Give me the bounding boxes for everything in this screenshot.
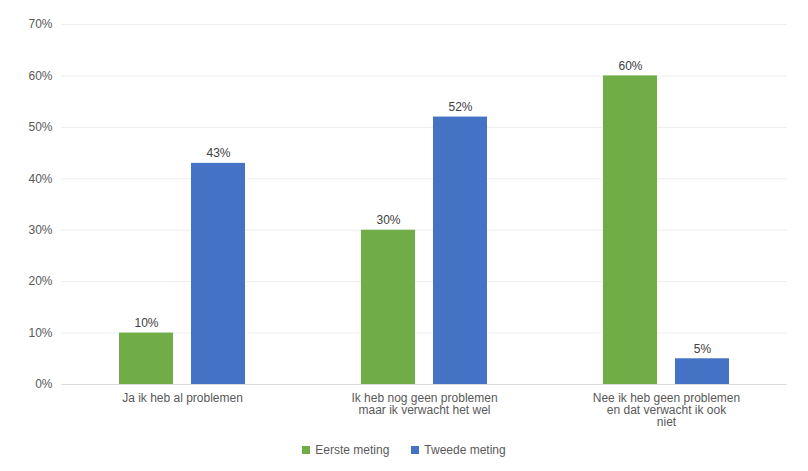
svg-text:30%: 30% bbox=[376, 213, 400, 227]
svg-text:40%: 40% bbox=[28, 172, 52, 186]
svg-text:5%: 5% bbox=[694, 342, 712, 356]
html-text:Eerste meting: Eerste meting bbox=[315, 443, 390, 457]
svg-text:60%: 60% bbox=[28, 69, 52, 83]
svg-text:30%: 30% bbox=[28, 223, 52, 237]
svg-text:10%: 10% bbox=[134, 316, 158, 330]
svg-text:0%: 0% bbox=[35, 377, 53, 391]
svg-text:Ik heb nog geen problemenmaar: Ik heb nog geen problemenmaar ik verwach… bbox=[351, 391, 497, 417]
html-text:Tweede meting: Tweede meting bbox=[424, 443, 506, 457]
svg-text:70%: 70% bbox=[28, 17, 52, 31]
svg-text:20%: 20% bbox=[28, 274, 52, 288]
svg-text:50%: 50% bbox=[28, 120, 52, 134]
svg-text:60%: 60% bbox=[618, 59, 642, 73]
svg-text:52%: 52% bbox=[448, 100, 472, 114]
svg-text:10%: 10% bbox=[28, 326, 52, 340]
svg-text:Ja ik heb al problemen: Ja ik heb al problemen bbox=[122, 391, 243, 405]
svg-text:Nee ik heb geen problemenen da: Nee ik heb geen problemenen dat verwacht… bbox=[593, 391, 740, 429]
svg-text:43%: 43% bbox=[206, 146, 230, 160]
